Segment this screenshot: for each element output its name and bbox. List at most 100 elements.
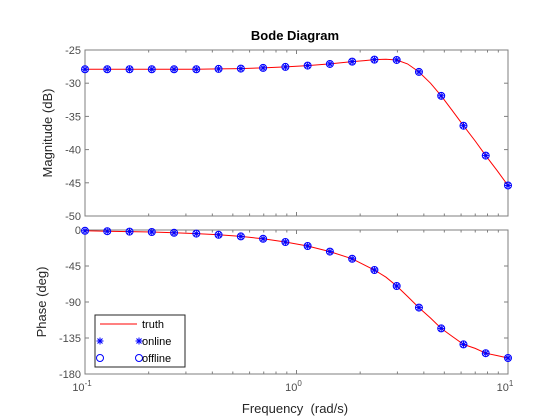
magnitude-ytick-label: -45	[65, 178, 81, 190]
phase-online-point-stroke-3	[171, 229, 177, 236]
legend-online-swatch-secondary	[135, 337, 143, 345]
magnitude-axes: -25 -30 -35 -40 -45 -50	[65, 45, 512, 223]
magnitude-online-point	[281, 63, 289, 71]
magnitude-online-point	[148, 65, 156, 73]
phase-online-point-stroke-3	[215, 231, 222, 238]
magnitude-online-point-stroke-3	[349, 58, 356, 65]
phase-online-point-stroke-3	[460, 341, 467, 348]
phase-online-point	[482, 349, 490, 357]
phase-online-point	[170, 229, 178, 237]
phase-online-point-stroke-3	[237, 233, 244, 240]
magnitude-ytick-label: -35	[65, 111, 81, 123]
magnitude-online-point	[437, 92, 445, 100]
phase-ytick-label: -45	[65, 261, 81, 273]
phase-online-point	[437, 324, 445, 332]
legend-online-swatch	[96, 337, 104, 345]
magnitude-online-point	[126, 65, 134, 73]
magnitude-axis-label: Magnitude (dB)	[40, 89, 55, 178]
magnitude-online-point-stroke-3	[104, 66, 111, 73]
magnitude-online-point	[459, 122, 467, 130]
magnitude-online-point-stroke-3	[416, 69, 422, 75]
phase-online-point-stroke-3	[438, 325, 445, 332]
phase-online-point-stroke-3	[505, 355, 511, 361]
magnitude-truth-line	[85, 58, 509, 186]
magnitude-online-point-stroke-3	[282, 64, 289, 70]
legend-offline-swatch	[96, 354, 104, 362]
legend: truth online offline	[94, 314, 186, 368]
phase-online-point-stroke-3	[416, 304, 422, 311]
magnitude-online-point	[192, 65, 200, 73]
xtick-label: 101	[497, 379, 514, 394]
phase-online-point	[393, 282, 401, 290]
phase-online-point-stroke-3	[148, 229, 155, 235]
magnitude-online-point	[482, 152, 490, 160]
phase-online-point	[215, 231, 223, 239]
magnitude-online-point-stroke-3	[327, 61, 333, 67]
magnitude-online-point-stroke-3	[438, 92, 445, 99]
phase-ytick-label: -90	[65, 297, 81, 309]
magnitude-online-point-stroke-3	[460, 122, 467, 129]
phase-online-point	[348, 255, 356, 263]
magnitude-online-point	[103, 65, 111, 73]
magnitude-online-point-stroke-3	[193, 66, 200, 73]
phase-online-point	[237, 232, 245, 240]
magnitude-online-point-stroke-3	[82, 66, 88, 73]
magnitude-online-point	[259, 64, 267, 72]
legend-online-label: online	[142, 336, 171, 348]
magnitude-ytick-label: -40	[65, 145, 81, 157]
phase-online-point	[370, 266, 378, 274]
phase-online-point	[459, 340, 467, 348]
legend-offline-swatch-secondary	[135, 354, 143, 362]
xtick-label: 100	[285, 379, 302, 394]
legend-online-star-secondary-stroke-3	[136, 338, 142, 344]
phase-online-point-stroke-3	[482, 350, 489, 357]
magnitude-online-point-stroke-3	[215, 66, 222, 72]
phase-online-point	[192, 230, 200, 238]
magnitude-online-point	[237, 65, 245, 73]
phase-online-point	[126, 228, 134, 236]
phase-online-point	[415, 304, 423, 312]
magnitude-online-point	[393, 56, 401, 64]
phase-online-point	[281, 238, 289, 246]
magnitude-online-point	[348, 58, 356, 66]
phase-online-point	[103, 227, 111, 235]
phase-axis-label: Phase (deg)	[34, 267, 49, 338]
magnitude-online-point	[504, 181, 512, 189]
phase-online-point	[148, 228, 156, 236]
phase-online-point	[81, 227, 89, 235]
phase-online-point-stroke-3	[393, 283, 400, 289]
magnitude-online-point	[170, 65, 178, 73]
phase-online-point-stroke-3	[349, 255, 356, 262]
phase-online-point-stroke-3	[327, 248, 333, 255]
magnitude-online-point	[415, 68, 423, 76]
magnitude-online-point-stroke-3	[505, 182, 511, 189]
magnitude-online-point	[370, 56, 378, 64]
phase-ytick-label: -180	[59, 369, 81, 381]
magnitude-online-point-stroke-3	[260, 65, 266, 71]
phase-online-point-stroke-3	[282, 239, 289, 245]
magnitude-online-point-stroke-3	[126, 66, 133, 73]
legend-online-star-secondary	[135, 337, 143, 345]
magnitude-online-point-stroke-3	[304, 62, 311, 69]
phase-online-point	[304, 242, 312, 250]
magnitude-ytick-label: -50	[65, 211, 81, 223]
phase-online-point-stroke-3	[104, 228, 111, 235]
legend-online-star	[96, 337, 104, 345]
phase-online-point-stroke-3	[126, 228, 133, 235]
phase-online-point	[504, 354, 512, 362]
legend-online-star-stroke-3	[97, 338, 103, 344]
magnitude-ytick-label: -25	[65, 45, 81, 57]
magnitude-online-point-stroke-3	[171, 66, 177, 73]
legend-truth-label: truth	[142, 319, 164, 331]
phase-online-point	[259, 235, 267, 243]
magnitude-online-point-stroke-3	[371, 56, 378, 63]
magnitude-online-point	[304, 62, 312, 70]
chart-title: Bode Diagram	[251, 28, 339, 43]
phase-online-point-stroke-3	[82, 227, 88, 234]
magnitude-online-point-stroke-3	[148, 66, 155, 73]
legend-offline-label: offline	[142, 353, 171, 365]
magnitude-online-point	[81, 65, 89, 73]
phase-ytick-label: -135	[59, 333, 81, 345]
